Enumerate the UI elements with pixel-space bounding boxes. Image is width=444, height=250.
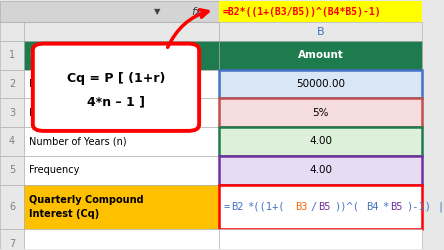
FancyBboxPatch shape xyxy=(0,184,24,230)
FancyBboxPatch shape xyxy=(0,41,24,70)
Text: *: * xyxy=(382,202,388,212)
Text: 2: 2 xyxy=(9,79,15,89)
FancyBboxPatch shape xyxy=(219,156,422,184)
FancyBboxPatch shape xyxy=(24,22,219,41)
Text: |: | xyxy=(438,202,444,212)
Text: Particulars: Particulars xyxy=(29,50,89,60)
Text: fx: fx xyxy=(192,7,202,17)
Text: Number of Years (n): Number of Years (n) xyxy=(29,136,127,146)
FancyBboxPatch shape xyxy=(24,41,219,70)
Text: B: B xyxy=(317,27,325,37)
FancyBboxPatch shape xyxy=(0,70,24,98)
FancyBboxPatch shape xyxy=(24,98,219,127)
Text: Cq = P [ (1+r): Cq = P [ (1+r) xyxy=(67,72,165,85)
Text: )-1): )-1) xyxy=(406,202,431,212)
FancyBboxPatch shape xyxy=(219,70,422,98)
Text: B5: B5 xyxy=(318,202,331,212)
FancyBboxPatch shape xyxy=(0,98,24,127)
FancyBboxPatch shape xyxy=(24,70,219,98)
Text: 4*n – 1 ]: 4*n – 1 ] xyxy=(87,96,145,109)
Text: Frequency: Frequency xyxy=(29,165,79,175)
Text: ▼: ▼ xyxy=(154,7,161,16)
Text: 50000.00: 50000.00 xyxy=(296,79,345,89)
FancyBboxPatch shape xyxy=(219,1,422,22)
FancyBboxPatch shape xyxy=(0,127,24,156)
Text: B5: B5 xyxy=(390,202,403,212)
FancyBboxPatch shape xyxy=(24,156,219,184)
Text: 5%: 5% xyxy=(312,108,329,118)
Text: 4.00: 4.00 xyxy=(309,136,332,146)
Text: Amount: Amount xyxy=(297,50,344,60)
FancyBboxPatch shape xyxy=(219,22,422,41)
FancyBboxPatch shape xyxy=(219,127,422,156)
FancyBboxPatch shape xyxy=(0,1,219,22)
Text: /: / xyxy=(311,202,317,212)
FancyBboxPatch shape xyxy=(219,184,422,230)
FancyBboxPatch shape xyxy=(24,184,219,230)
Text: 4.00: 4.00 xyxy=(309,165,332,175)
Text: Principal Amount (P): Principal Amount (P) xyxy=(29,79,130,89)
FancyBboxPatch shape xyxy=(0,156,24,184)
Text: B3: B3 xyxy=(295,202,307,212)
Text: 7: 7 xyxy=(9,239,15,249)
FancyBboxPatch shape xyxy=(219,41,422,70)
FancyBboxPatch shape xyxy=(0,230,24,250)
FancyBboxPatch shape xyxy=(24,230,219,250)
Text: *((1+(: *((1+( xyxy=(247,202,285,212)
FancyArrowPatch shape xyxy=(168,10,208,47)
FancyBboxPatch shape xyxy=(0,22,24,41)
FancyBboxPatch shape xyxy=(33,44,199,131)
FancyBboxPatch shape xyxy=(219,98,422,127)
Text: Quarterly Compound
Interest (Cq): Quarterly Compound Interest (Cq) xyxy=(29,195,144,218)
Text: B2: B2 xyxy=(231,202,244,212)
Text: 1: 1 xyxy=(9,50,15,60)
Text: 4: 4 xyxy=(9,136,15,146)
Text: =B2*((1+(B3/B5))^(B4*B5)-1): =B2*((1+(B3/B5))^(B4*B5)-1) xyxy=(222,7,381,17)
Text: 5: 5 xyxy=(9,165,15,175)
FancyBboxPatch shape xyxy=(219,230,422,250)
Text: Rate of Interest (r): Rate of Interest (r) xyxy=(29,108,120,118)
Text: =: = xyxy=(223,202,230,212)
Text: B4: B4 xyxy=(366,202,379,212)
FancyBboxPatch shape xyxy=(24,127,219,156)
Text: 3: 3 xyxy=(9,108,15,118)
Text: ))^(: ))^( xyxy=(334,202,360,212)
Text: 6: 6 xyxy=(9,202,15,212)
